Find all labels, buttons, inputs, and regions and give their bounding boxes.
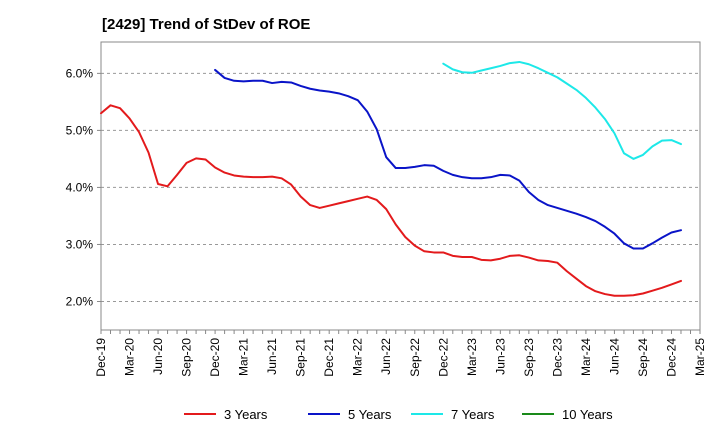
x-tick-label: Jun-20 [151, 338, 165, 375]
legend: 3 Years 5 Years 7 Years 10 Years [184, 407, 613, 422]
legend-label-7-years: 7 Years [451, 407, 495, 422]
x-tick-label: Dec-22 [436, 338, 450, 377]
x-tick-label: Mar-23 [465, 338, 479, 376]
x-tick-label: Mar-21 [237, 338, 251, 376]
x-tick-label: Sep-23 [522, 338, 536, 377]
chart-title: [2429] Trend of StDev of ROE [102, 16, 310, 33]
x-tick-label: Mar-20 [123, 338, 137, 376]
x-axis-ticks: Dec-19 Mar-20 Jun-20 Sep-20 Dec-20 Mar-21 Jun-… [94, 330, 707, 377]
plot-frame [100, 41, 701, 331]
x-tick-label: Jun-23 [493, 338, 507, 375]
x-tick-label: Mar-22 [351, 338, 365, 376]
legend-label-10-years: 10 Years [562, 407, 613, 422]
x-tick-label: Mar-24 [579, 338, 593, 376]
y-tick-label: 2.0% [66, 294, 94, 308]
series-line-3-years [100, 104, 682, 297]
x-tick-label: Sep-21 [294, 338, 308, 377]
x-tick-label: Jun-21 [265, 338, 279, 375]
x-tick-label: Dec-19 [94, 338, 108, 377]
y-tick-label: 4.0% [66, 180, 94, 194]
x-tick-label: Mar-25 [693, 338, 707, 376]
x-tick-label: Jun-24 [607, 338, 621, 375]
x-tick-label: Dec-23 [550, 338, 564, 377]
x-tick-label: Sep-22 [408, 338, 422, 377]
legend-label-3-years: 3 Years [224, 407, 268, 422]
series-line-7-years [442, 60, 682, 160]
y-tick-label: 5.0% [66, 123, 94, 137]
x-tick-label: Dec-21 [322, 338, 336, 377]
y-tick-label: 3.0% [66, 237, 94, 251]
y-axis-ticks: 2.0% 3.0% 4.0% 5.0% 6.0% [66, 66, 101, 308]
gridlines [101, 72, 700, 302]
x-tick-label: Sep-24 [636, 338, 650, 377]
legend-label-5-years: 5 Years [348, 407, 392, 422]
series-line-5-years [214, 68, 682, 250]
series-lines [100, 60, 682, 297]
x-tick-label: Sep-20 [180, 338, 194, 377]
x-tick-label: Dec-20 [208, 338, 222, 377]
x-tick-label: Jun-22 [379, 338, 393, 375]
x-tick-label: Dec-24 [664, 338, 678, 377]
y-tick-label: 6.0% [66, 66, 94, 80]
